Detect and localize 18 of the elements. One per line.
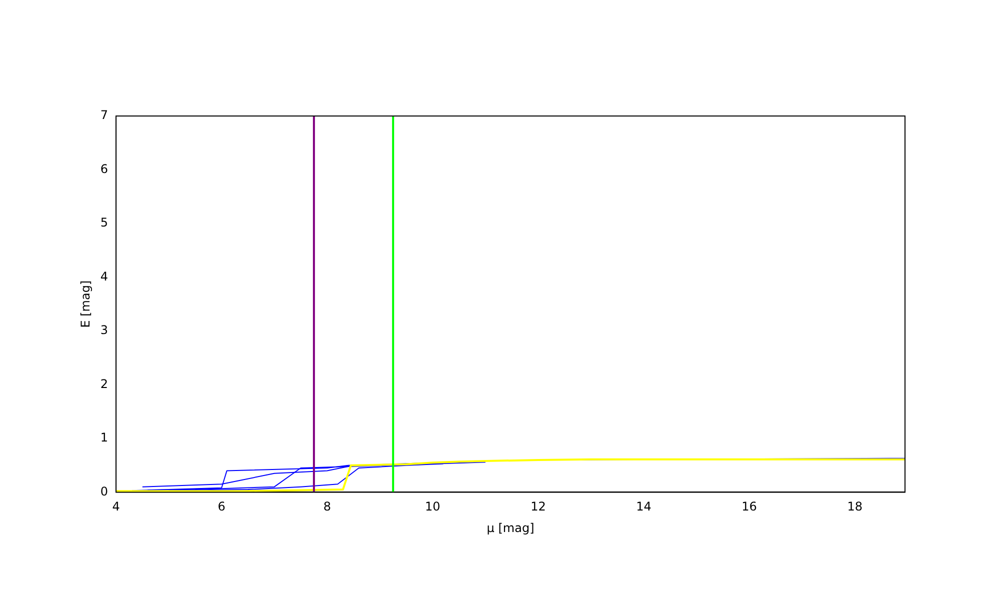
y-tick-label: 7 [100, 108, 108, 122]
x-tick-label: 14 [636, 500, 652, 514]
y-tick-label: 1 [100, 430, 108, 445]
y-axis-title: E [mag] [78, 280, 92, 328]
y-tick-label: 6 [100, 162, 108, 176]
x-axis-title: μ [mag] [486, 520, 534, 535]
x-tick-label: 16 [742, 500, 757, 514]
x-tick-label: 12 [530, 500, 546, 514]
y-tick-label: 5 [100, 216, 108, 230]
x-tick-label: 6 [218, 500, 226, 514]
x-tick-label: 4 [112, 500, 120, 514]
x-tick-label: 18 [847, 500, 863, 514]
y-tick-label: 0 [100, 484, 108, 498]
y-tick-label: 3 [100, 323, 108, 338]
x-tick-label: 8 [323, 500, 331, 514]
x-tick-label: 10 [425, 500, 440, 514]
y-tick-label: 4 [100, 269, 108, 284]
y-tick-label: 2 [100, 376, 108, 391]
